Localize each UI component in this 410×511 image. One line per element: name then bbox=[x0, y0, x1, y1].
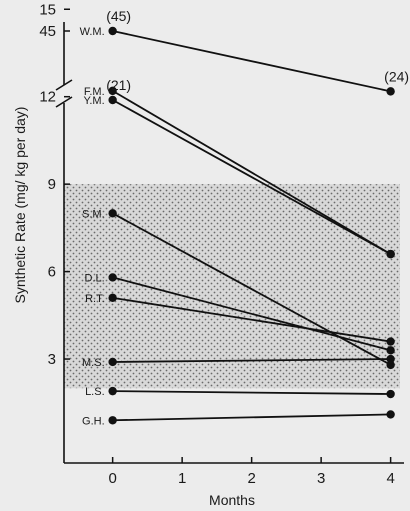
x-axis-title: Months bbox=[209, 492, 255, 508]
y-tick-label: 9 bbox=[48, 176, 56, 193]
series-label-r-t: R.T. bbox=[85, 293, 105, 305]
series-label-f-m: F.M. bbox=[84, 86, 105, 98]
point-g-h bbox=[386, 410, 395, 419]
y-axis-title: Synthetic Rate (mg/ kg per day) bbox=[12, 107, 28, 304]
point-d-l bbox=[386, 346, 395, 355]
point-s-m bbox=[108, 209, 117, 218]
point-w-m bbox=[108, 26, 117, 36]
series-label-y-m: Y.M. bbox=[83, 95, 104, 107]
point-d-l bbox=[108, 273, 117, 282]
point-f-m bbox=[108, 86, 117, 96]
point-r-t bbox=[386, 337, 395, 346]
point-y-m bbox=[108, 95, 117, 105]
series-label-m-s: M.S. bbox=[82, 357, 105, 369]
axis-break-mark bbox=[55, 79, 73, 91]
point-f-m bbox=[386, 249, 395, 259]
y-tick-label: 3 bbox=[48, 351, 56, 368]
series-label-s-m: S.M. bbox=[82, 208, 105, 220]
series-line-s-m bbox=[112, 212, 392, 366]
point-r-t bbox=[108, 293, 117, 303]
axis-break-mark bbox=[55, 96, 73, 108]
y-tick-label: 45 bbox=[39, 23, 56, 40]
point-g-h bbox=[108, 416, 117, 425]
point-m-s bbox=[386, 354, 395, 364]
y-tick-label: 6 bbox=[48, 264, 56, 281]
series-line-y-m bbox=[112, 99, 392, 255]
x-tick-label: 4 bbox=[386, 470, 394, 487]
series-label-d-l: D.L. bbox=[84, 272, 104, 284]
annotation-label: (21) bbox=[106, 77, 131, 93]
series-label-g-h: G.H. bbox=[82, 415, 105, 427]
series-line-g-h bbox=[112, 413, 391, 422]
point-s-m bbox=[386, 360, 395, 370]
series-line-r-t bbox=[112, 296, 391, 343]
x-tick-label: 0 bbox=[108, 470, 116, 487]
point-w-m bbox=[386, 87, 395, 96]
x-tick-label: 3 bbox=[317, 470, 325, 487]
series-label-w-m: W.M. bbox=[80, 26, 105, 38]
point-l-s bbox=[108, 386, 117, 396]
point-l-s bbox=[386, 389, 395, 399]
annotation-label: (24) bbox=[384, 68, 409, 84]
annotation-label: (45) bbox=[106, 8, 131, 24]
x-tick-label: 1 bbox=[178, 470, 186, 487]
x-tick-label: 2 bbox=[247, 470, 255, 487]
series-line-d-l bbox=[112, 276, 391, 352]
series-line-m-s bbox=[112, 358, 391, 363]
series-label-l-s: L.S. bbox=[85, 386, 105, 398]
series-line-w-m bbox=[112, 30, 391, 93]
point-m-s bbox=[108, 357, 117, 367]
series-line-l-s bbox=[112, 390, 391, 395]
series-line-f-m bbox=[112, 90, 392, 255]
y-tick-label: 12 bbox=[39, 89, 56, 106]
y-tick-label: 15 bbox=[39, 1, 56, 18]
